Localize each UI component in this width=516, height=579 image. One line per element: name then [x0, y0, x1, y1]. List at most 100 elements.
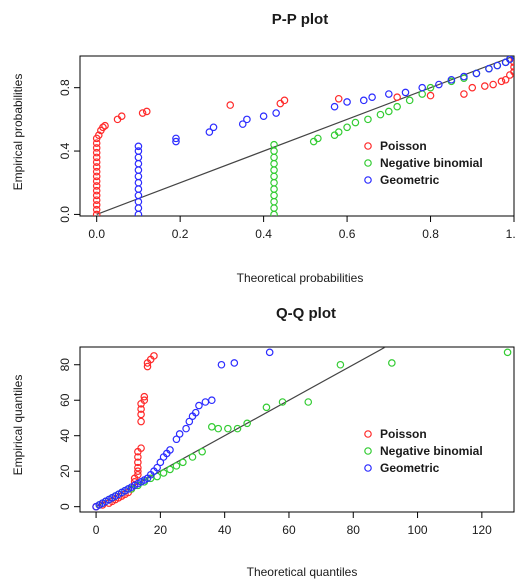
pp-point-geometric	[447, 75, 456, 84]
qq-point-negative-binomial	[388, 359, 396, 367]
qq-point-poisson	[137, 417, 145, 426]
qq-point-poisson	[143, 362, 152, 371]
pp-legend-label: Negative binomial	[380, 156, 483, 170]
pp-point-poisson	[142, 107, 151, 116]
pp-point-poisson	[92, 177, 101, 185]
pp-point-poisson	[92, 191, 101, 200]
qq-point-geometric	[265, 348, 274, 357]
pp-x-tick-label: 0.0	[88, 227, 105, 241]
pp-point-geometric	[172, 137, 180, 146]
pp-point-geometric	[134, 178, 143, 187]
qq-point-poisson	[134, 470, 142, 479]
pp-point-geometric	[134, 172, 143, 181]
qq-y-tick-label: 80	[58, 358, 72, 372]
qq-point-negative-binomial	[233, 424, 242, 433]
pp-point-geometric	[134, 204, 143, 212]
pp-point-poisson	[510, 68, 514, 76]
pp-x-tick-label: 0.8	[422, 227, 439, 241]
pp-point-poisson	[92, 167, 101, 176]
pp-point-geometric	[205, 128, 214, 136]
qq-x-tick-label: 120	[472, 523, 492, 537]
pp-point-poisson	[138, 109, 147, 117]
qq-point-geometric	[175, 430, 184, 438]
pp-point-negative-binomial	[270, 159, 278, 168]
pp-point-poisson	[468, 83, 477, 92]
qq-point-negative-binomial	[179, 458, 187, 467]
qq-point-geometric	[153, 463, 161, 472]
pp-point-negative-binomial	[270, 210, 278, 216]
qq-point-geometric	[156, 458, 165, 467]
pp-point-poisson	[117, 112, 126, 120]
pp-reference-line	[96, 56, 514, 215]
pp-point-negative-binomial	[393, 102, 401, 111]
pp-point-negative-binomial	[376, 110, 385, 119]
pp-point-negative-binomial	[270, 204, 278, 212]
pp-legend-marker	[364, 176, 372, 184]
qq-point-negative-binomial	[214, 424, 223, 433]
qq-y-tick-label: 0	[58, 503, 72, 510]
pp-plot-marks	[92, 56, 514, 216]
pp-point-negative-binomial	[405, 96, 414, 105]
qq-point-geometric	[185, 417, 194, 426]
pp-point-geometric	[134, 185, 143, 193]
qq-legend-marker	[364, 447, 372, 455]
qq-x-tick-label: 100	[408, 523, 428, 537]
qq-point-geometric	[191, 408, 200, 417]
pp-point-poisson	[92, 172, 101, 181]
qq-x-tick-label: 0	[93, 523, 100, 537]
pp-point-poisson	[99, 123, 107, 132]
pp-legend-label: Geometric	[380, 173, 440, 187]
qq-point-poisson	[150, 352, 158, 360]
qq-point-poisson	[134, 453, 142, 461]
qq-point-poisson	[134, 463, 142, 472]
pp-point-poisson	[92, 158, 101, 166]
qq-point-geometric	[208, 396, 216, 405]
pp-plot-panel: P-P plot Theoretical probabilities Empir…	[11, 11, 516, 285]
pp-point-negative-binomial	[270, 197, 278, 206]
qq-plot-y-axis-label: Empirical quantiles	[11, 375, 25, 476]
pp-legend-marker	[364, 142, 372, 150]
pp-point-negative-binomial	[270, 185, 278, 193]
qq-y-tick-label: 40	[58, 429, 72, 443]
pp-point-poisson	[510, 63, 514, 71]
pp-point-poisson	[92, 144, 101, 152]
pp-legend-label: Poisson	[380, 139, 427, 153]
pp-point-poisson	[280, 96, 289, 105]
qq-x-tick-label: 40	[218, 523, 232, 537]
pp-point-negative-binomial	[270, 178, 278, 187]
pp-point-geometric	[134, 210, 143, 216]
pp-point-poisson	[92, 205, 101, 214]
pp-x-tick-label: 0.2	[172, 227, 189, 241]
qq-legend-label: Poisson	[380, 427, 427, 441]
qq-x-tick-label: 60	[282, 523, 296, 537]
pp-point-poisson	[92, 163, 101, 171]
pp-point-negative-binomial	[270, 191, 278, 200]
pp-point-poisson	[334, 94, 343, 103]
pp-point-poisson	[101, 121, 109, 130]
pp-plot-title: P-P plot	[272, 11, 328, 28]
qq-point-negative-binomial	[224, 424, 232, 433]
pp-point-poisson	[226, 101, 235, 109]
pp-point-geometric	[134, 153, 143, 162]
pp-point-geometric	[510, 56, 514, 60]
pp-point-geometric	[259, 112, 268, 120]
pp-point-geometric	[460, 72, 468, 81]
pp-point-poisson	[501, 75, 510, 84]
pp-point-negative-binomial	[351, 118, 360, 127]
qq-x-tick-label: 20	[154, 523, 168, 537]
qq-point-geometric	[217, 360, 226, 369]
pp-point-poisson	[92, 139, 101, 147]
pp-point-poisson	[489, 80, 497, 89]
pp-point-poisson	[92, 196, 101, 204]
pp-point-poisson	[480, 82, 489, 90]
qq-point-geometric	[172, 435, 181, 444]
pp-point-geometric	[435, 80, 443, 89]
qq-plot-x-axis-label: Theoretical quantiles	[247, 565, 358, 579]
qq-point-negative-binomial	[336, 360, 345, 369]
pp-point-geometric	[401, 88, 410, 97]
pp-point-geometric	[472, 69, 481, 78]
pp-x-tick-label: 0.4	[255, 227, 272, 241]
pp-point-negative-binomial	[270, 153, 278, 162]
pp-point-geometric	[368, 93, 376, 101]
